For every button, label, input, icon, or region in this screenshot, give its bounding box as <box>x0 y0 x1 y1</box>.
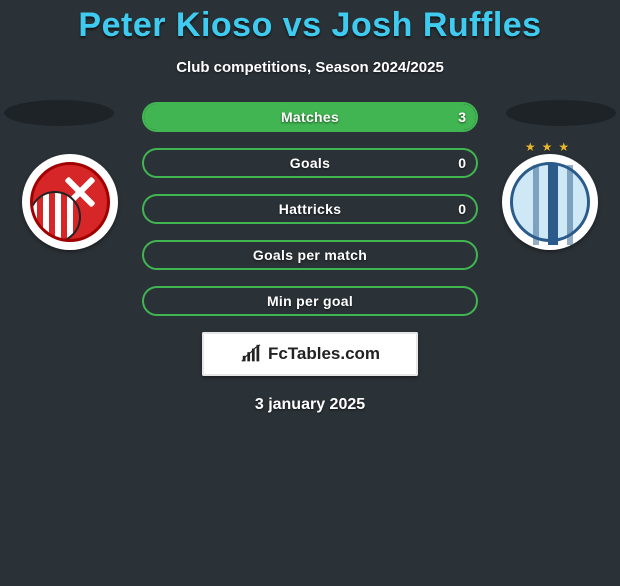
crest-circle <box>502 154 598 250</box>
stat-bar-list: Matches3Goals0Hattricks0Goals per matchM… <box>142 100 478 316</box>
stat-bar-label: Matches <box>144 104 476 130</box>
page-subtitle: Club competitions, Season 2024/2025 <box>0 59 620 76</box>
crest-inner <box>510 162 590 242</box>
crest-shadow-left <box>4 100 114 126</box>
stars-icon: ★★★ <box>525 140 575 154</box>
crest-inner <box>30 162 110 242</box>
football-icon <box>30 191 81 242</box>
comparison-arena: ★★★ Matches3Goals0Hattricks0Goals per ma… <box>0 100 620 316</box>
stat-bar: Min per goal <box>142 286 478 316</box>
stripe-icon <box>548 165 558 245</box>
stat-bar-label: Hattricks <box>144 196 476 222</box>
stat-bar-value-right: 0 <box>448 196 476 222</box>
stat-bar-label: Goals per match <box>144 242 476 268</box>
stripe-icon <box>533 165 539 245</box>
stripe-icon <box>567 165 573 245</box>
bar-chart-icon <box>240 343 262 365</box>
crest-circle <box>22 154 118 250</box>
snapshot-date: 3 january 2025 <box>0 396 620 414</box>
club-crest-right: ★★★ <box>502 154 598 250</box>
stat-bar: Hattricks0 <box>142 194 478 224</box>
stat-bar-label: Min per goal <box>144 288 476 314</box>
stat-bar-value-right: 0 <box>448 150 476 176</box>
page-title: Peter Kioso vs Josh Ruffles <box>0 6 620 45</box>
club-crest-left <box>22 154 118 250</box>
stat-bar: Goals0 <box>142 148 478 178</box>
crest-shadow-right <box>506 100 616 126</box>
site-logo[interactable]: FcTables.com <box>202 332 418 376</box>
stat-bar: Matches3 <box>142 102 478 132</box>
stat-bar: Goals per match <box>142 240 478 270</box>
stat-bar-label: Goals <box>144 150 476 176</box>
site-logo-text: FcTables.com <box>268 344 380 364</box>
stat-bar-value-right: 3 <box>448 104 476 130</box>
